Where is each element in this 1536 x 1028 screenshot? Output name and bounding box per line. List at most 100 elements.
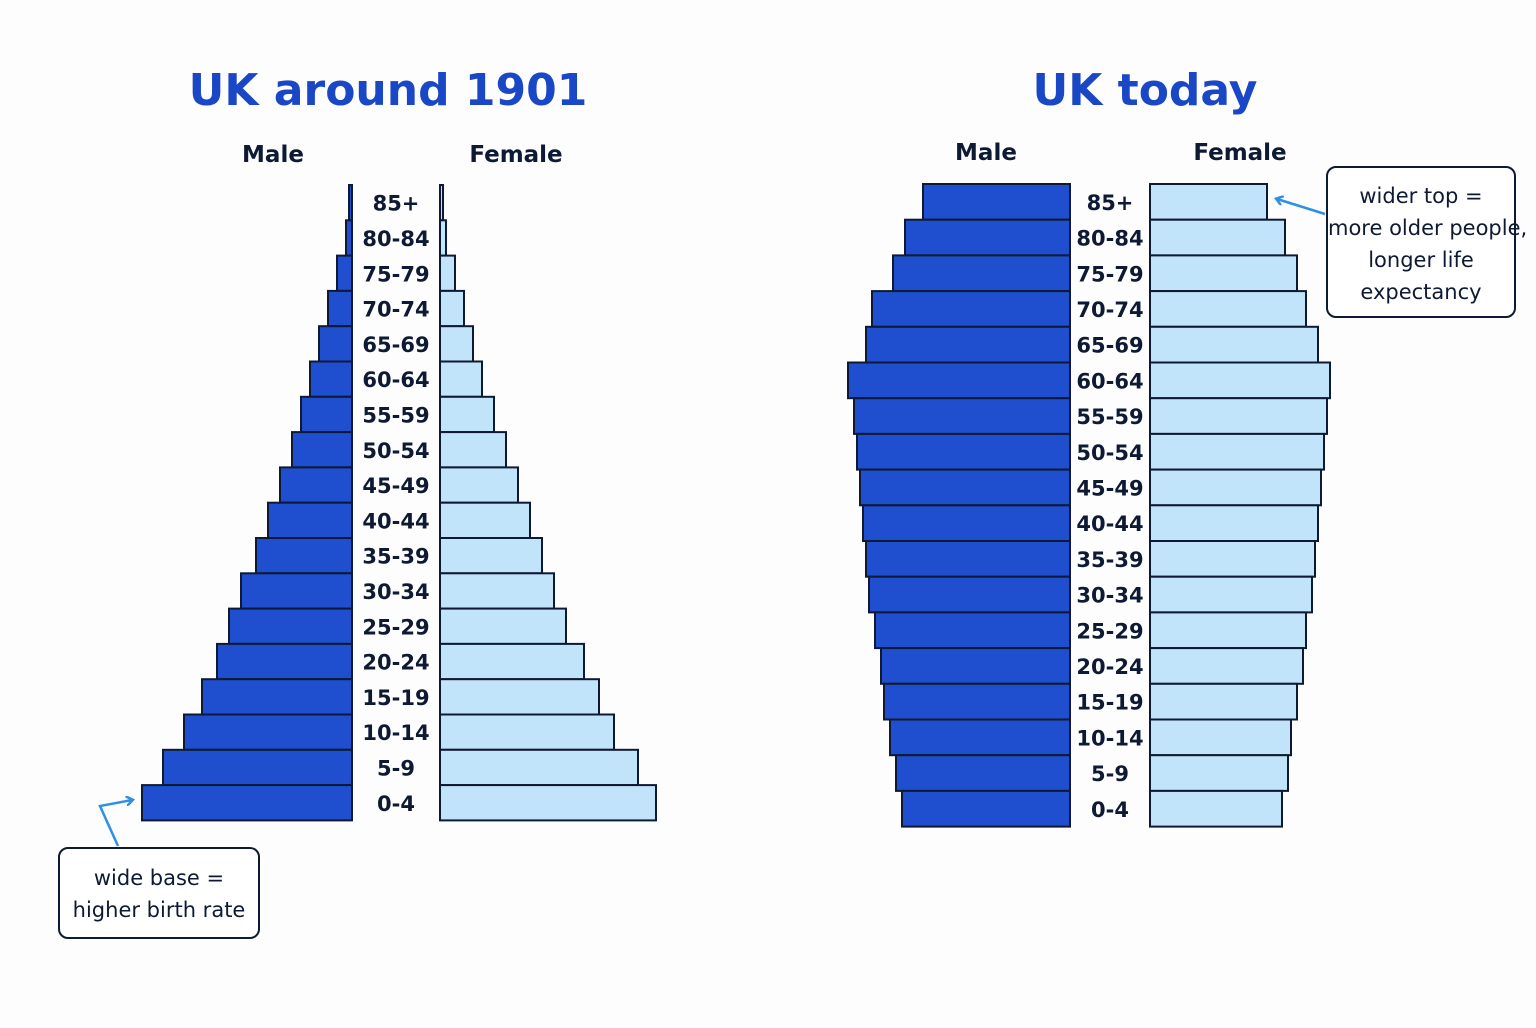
age-group-label: 65-69: [362, 333, 429, 357]
female-bar: [1149, 325, 1319, 364]
female-bar: [1149, 361, 1331, 400]
female-bar: [439, 713, 615, 751]
age-group-label: 50-54: [362, 439, 429, 463]
annotation-line: longer life: [1368, 248, 1474, 272]
age-group-label: 80-84: [362, 227, 429, 251]
female-bar: [439, 501, 531, 540]
male-axis-label: Male: [242, 142, 304, 168]
annotation-wider-top: wider top = more older people, longer li…: [1326, 166, 1528, 318]
male-bar: [874, 611, 1071, 650]
age-group-label: 70-74: [362, 298, 429, 322]
male-bar: [904, 218, 1071, 257]
male-bar: [201, 678, 353, 716]
female-bar: [1149, 397, 1328, 435]
female-bar: [1149, 504, 1319, 542]
male-bar: [880, 647, 1071, 685]
age-group-label: 20-24: [1076, 655, 1143, 679]
annotation-arrow: [1277, 199, 1326, 216]
age-group-label: 0-4: [377, 792, 415, 816]
male-bar: [871, 290, 1071, 328]
female-axis-label: Female: [1193, 140, 1286, 166]
female-bar: [439, 395, 495, 434]
female-bar: [439, 219, 447, 257]
age-group-label: 5-9: [377, 756, 415, 780]
annotation-line: expectancy: [1360, 280, 1482, 304]
female-bar: [1149, 540, 1316, 578]
male-bar: [895, 754, 1071, 792]
age-group-label: 30-34: [362, 580, 429, 604]
age-group-label: 25-29: [362, 615, 429, 639]
age-group-label: 55-59: [362, 403, 429, 427]
male-bar: [141, 784, 353, 822]
female-bar: [1149, 432, 1325, 471]
male-bar: [868, 575, 1071, 614]
female-bar: [1149, 789, 1283, 828]
age-group-label: 20-24: [362, 651, 429, 675]
male-bar: [309, 360, 353, 398]
female-bar: [1149, 718, 1292, 757]
male-bar: [183, 713, 353, 751]
female-bar: [439, 360, 483, 398]
age-group-label: 35-39: [1076, 548, 1143, 572]
female-bar: [1149, 575, 1313, 614]
female-bar: [1149, 682, 1298, 721]
age-group-label: 55-59: [1076, 405, 1143, 429]
male-bar: [853, 397, 1071, 435]
female-bar: [439, 678, 600, 716]
male-bar: [291, 431, 353, 469]
male-bar: [856, 432, 1071, 471]
female-bar: [1149, 647, 1304, 685]
male-bar: [345, 219, 353, 257]
female-bar: [439, 466, 519, 504]
age-group-label: 45-49: [1076, 476, 1143, 500]
male-bar: [267, 501, 353, 540]
male-axis-label: Male: [955, 140, 1017, 166]
age-group-label: 10-14: [1076, 726, 1143, 750]
female-bar: [439, 537, 543, 575]
male-bar: [336, 254, 353, 292]
female-bar: [439, 325, 474, 363]
female-bar: [439, 607, 567, 645]
female-bar: [1149, 468, 1322, 507]
female-bar: [439, 431, 507, 469]
chart-title: UK around 1901: [189, 65, 588, 116]
male-bar: [865, 325, 1071, 364]
annotation-line: more older people,: [1328, 216, 1528, 240]
male-bar: [279, 466, 353, 504]
chart-title: UK today: [1033, 65, 1258, 116]
female-bar: [1149, 290, 1307, 328]
female-bar: [439, 289, 465, 328]
age-group-label: 75-79: [1076, 262, 1143, 286]
female-axis-label: Female: [469, 142, 562, 168]
age-group-label: 5-9: [1091, 762, 1129, 786]
male-bar: [865, 540, 1071, 578]
age-group-label: 10-14: [362, 721, 429, 745]
male-bar: [847, 361, 1071, 400]
female-bar: [439, 254, 456, 292]
male-bar: [216, 642, 353, 681]
female-bar: [1149, 754, 1289, 792]
age-group-label: 50-54: [1076, 441, 1143, 465]
age-group-label: 0-4: [1091, 798, 1129, 822]
age-group-label: 15-19: [1076, 691, 1143, 715]
female-bar: [1149, 218, 1286, 257]
age-group-label: 40-44: [362, 509, 429, 533]
female-bar: [439, 572, 555, 610]
male-bar: [862, 504, 1071, 542]
age-group-label: 30-34: [1076, 584, 1143, 608]
age-group-label: 65-69: [1076, 334, 1143, 358]
male-bar: [162, 748, 353, 787]
female-bar: [439, 642, 585, 681]
annotation-arrow: [98, 800, 132, 847]
age-group-label: 70-74: [1076, 298, 1143, 322]
male-bar: [901, 789, 1071, 828]
male-bar: [327, 289, 353, 328]
male-bar: [892, 254, 1071, 293]
female-bar: [439, 784, 657, 822]
age-group-label: 40-44: [1076, 512, 1143, 536]
age-group-label: 80-84: [1076, 227, 1143, 251]
age-group-label: 35-39: [362, 545, 429, 569]
age-group-label: 75-79: [362, 262, 429, 286]
female-bar: [1149, 254, 1298, 293]
